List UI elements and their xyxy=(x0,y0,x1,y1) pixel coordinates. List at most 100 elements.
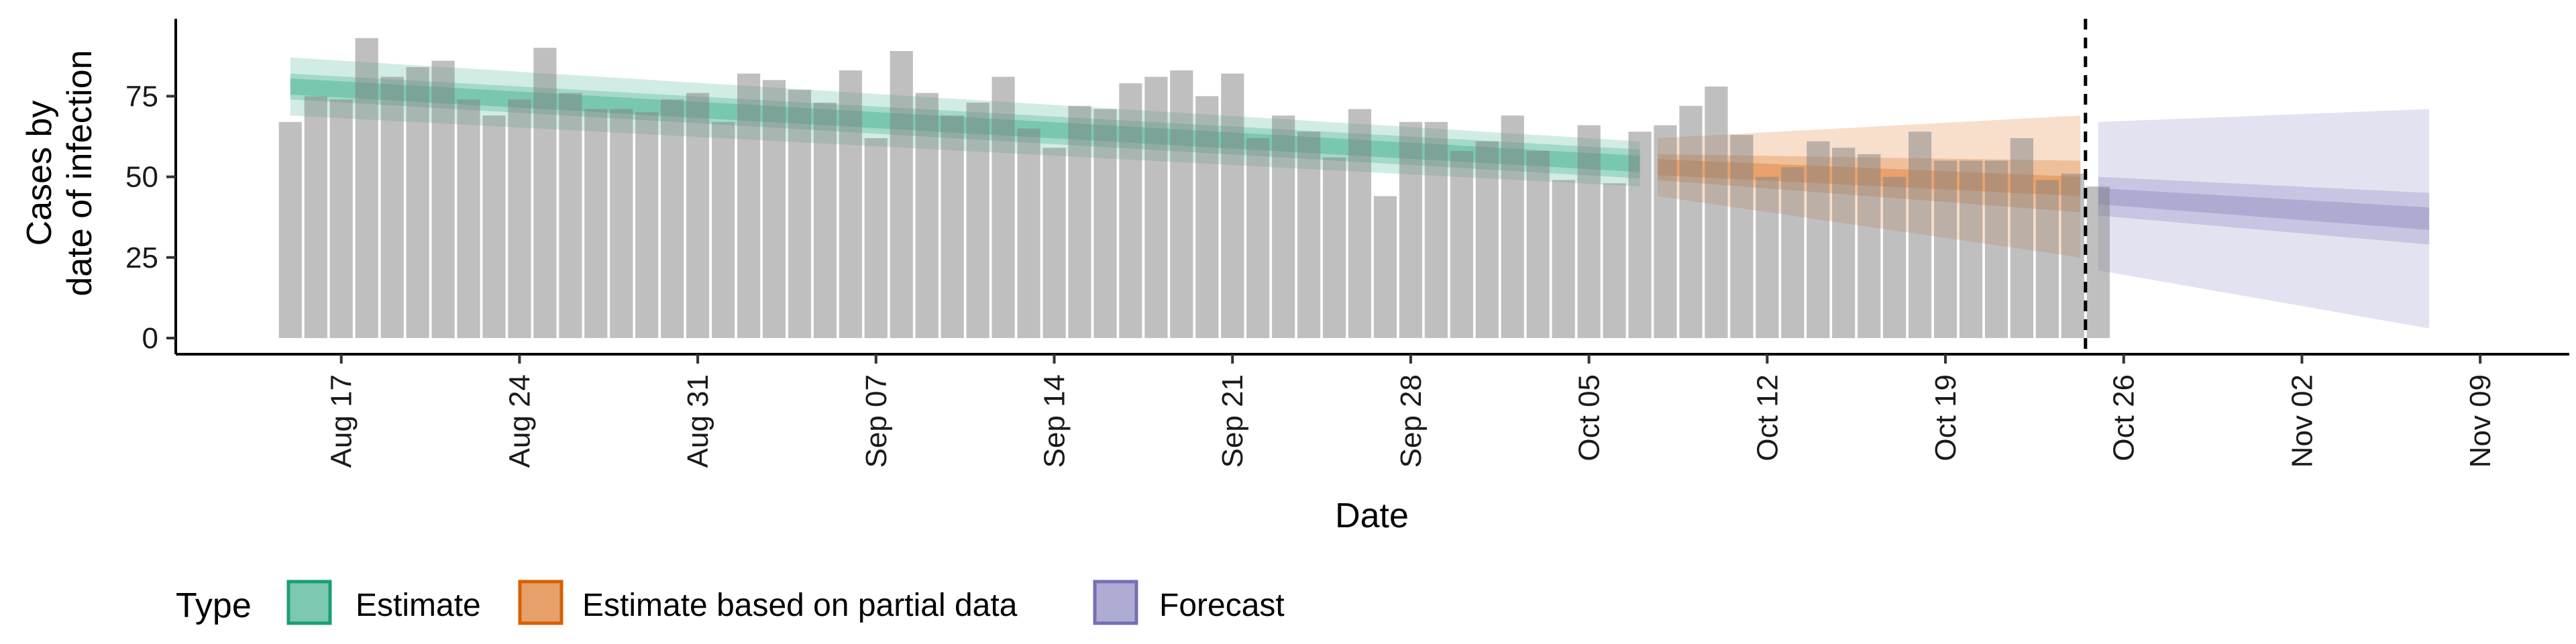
bar xyxy=(278,121,302,338)
bar xyxy=(1450,151,1473,338)
bar xyxy=(1883,176,1907,338)
bar xyxy=(788,89,812,339)
bar xyxy=(1984,160,2008,338)
x-tick-label: Aug 24 xyxy=(503,374,536,468)
bar xyxy=(1399,121,1423,338)
bar xyxy=(2061,173,2084,338)
x-tick-label: Sep 14 xyxy=(1038,374,1071,468)
legend-label-forecast: Forecast xyxy=(1159,588,1285,623)
bar xyxy=(1832,148,1856,339)
bar xyxy=(457,99,480,338)
bar xyxy=(2010,138,2033,338)
bar xyxy=(1934,160,1957,338)
bar xyxy=(610,109,633,338)
ribbon-outer-forecast xyxy=(2098,109,2430,329)
x-tick-label: Sep 07 xyxy=(860,374,893,468)
bar xyxy=(1424,121,1448,338)
bar xyxy=(991,76,1015,338)
x-tick-label: Oct 19 xyxy=(1929,374,1962,462)
bar xyxy=(2086,186,2110,338)
bar xyxy=(686,93,710,338)
bar xyxy=(661,99,684,338)
x-tick-label: Oct 05 xyxy=(1573,374,1606,462)
y-tick-label: 75 xyxy=(125,80,158,113)
bar xyxy=(762,80,786,338)
bar xyxy=(1272,115,1295,338)
bar xyxy=(1909,131,1932,339)
bar xyxy=(839,70,862,338)
bar xyxy=(2035,180,2059,338)
bar xyxy=(890,51,913,338)
legend-title: Type xyxy=(176,586,252,625)
bar xyxy=(1959,160,1983,338)
legend-label-partial: Estimate based on partial data xyxy=(582,588,1018,623)
bar xyxy=(1526,151,1550,338)
bar xyxy=(1603,183,1626,338)
bar xyxy=(1781,167,1805,338)
bar xyxy=(1348,109,1372,338)
bar xyxy=(1323,157,1346,338)
bar xyxy=(508,99,531,338)
bar xyxy=(864,138,888,338)
x-tick-label: Sep 21 xyxy=(1216,374,1249,468)
x-tick-label: Aug 31 xyxy=(682,374,714,468)
bar xyxy=(1119,83,1142,338)
x-axis-title: Date xyxy=(1335,496,1409,535)
x-tick-label: Nov 09 xyxy=(2464,374,2497,468)
bar xyxy=(966,103,989,338)
bar xyxy=(1552,180,1575,338)
bar xyxy=(1093,109,1117,338)
bar xyxy=(1654,125,1677,338)
bar xyxy=(380,76,404,338)
bar xyxy=(355,38,378,338)
bar xyxy=(1144,76,1168,338)
bar xyxy=(584,109,608,338)
bar xyxy=(1501,115,1524,338)
bar xyxy=(1170,70,1193,338)
y-tick-label: 0 xyxy=(142,322,158,355)
bar xyxy=(431,60,455,338)
bar xyxy=(635,112,659,338)
y-tick-label: 50 xyxy=(125,161,158,194)
bar xyxy=(941,115,964,338)
bar xyxy=(1068,105,1091,339)
x-tick-label: Aug 17 xyxy=(325,374,358,468)
bar xyxy=(1628,131,1652,339)
bar xyxy=(482,115,506,338)
bar xyxy=(406,67,429,338)
bar xyxy=(1373,196,1397,338)
bar xyxy=(1679,105,1703,339)
bar xyxy=(1221,73,1244,338)
bar xyxy=(533,48,557,339)
bar xyxy=(1246,138,1270,338)
bar xyxy=(915,93,938,338)
bar xyxy=(737,73,761,338)
bar xyxy=(1807,141,1830,338)
x-tick-label: Nov 02 xyxy=(2286,374,2318,468)
bar xyxy=(329,99,353,338)
y-tick-label: 25 xyxy=(125,241,158,274)
x-tick-label: Sep 28 xyxy=(1395,374,1428,468)
bar xyxy=(712,121,735,338)
bar xyxy=(1756,176,1779,338)
bar xyxy=(1858,154,1881,338)
bar xyxy=(1577,125,1601,338)
axes-layer: 0 25 50 75 Aug 17 Aug 24 Aug 31 Sep 07 Sep 14 Sep… xyxy=(125,19,2569,468)
bar xyxy=(813,103,837,338)
bar xyxy=(1730,135,1754,338)
bars-layer xyxy=(278,38,2110,339)
bar xyxy=(1017,128,1040,338)
bar xyxy=(1195,96,1219,338)
legend-label-estimate: Estimate xyxy=(356,588,481,623)
x-tick-label: Oct 12 xyxy=(1751,374,1784,462)
y-axis-title-line-2: date of infection xyxy=(60,50,99,296)
bar xyxy=(1042,148,1066,339)
bar xyxy=(1297,131,1321,339)
legend-swatch-partial xyxy=(518,580,564,625)
legend-swatch-forecast xyxy=(1093,580,1138,625)
y-axis-title-line-1: Cases by xyxy=(20,101,59,246)
ribbon-inner-forecast xyxy=(2098,188,2430,230)
legend-swatch-estimate xyxy=(286,580,332,625)
bar xyxy=(1475,141,1499,338)
